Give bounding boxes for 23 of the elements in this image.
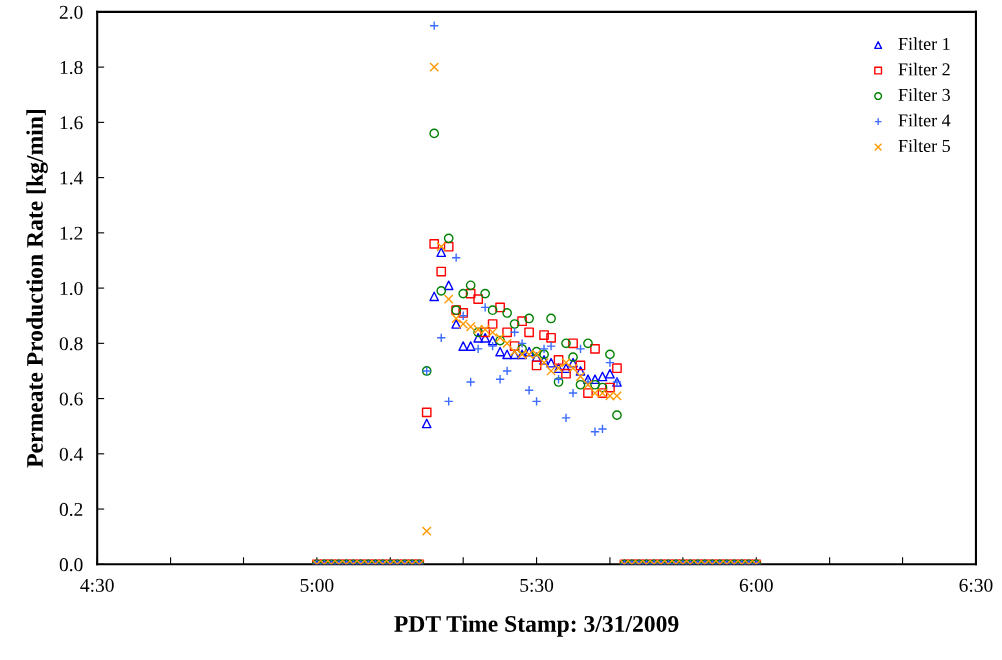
y-tick-label: 0.8 xyxy=(59,337,83,351)
legend-label: Filter 4 xyxy=(898,113,951,127)
y-axis-title: Permeate Production Rate [kg/min] xyxy=(26,110,48,468)
y-tick-label: 2.0 xyxy=(59,5,83,19)
x-tick-label: 5:30 xyxy=(520,578,554,592)
y-tick-label: 0.6 xyxy=(59,392,83,406)
legend-label: Filter 5 xyxy=(898,139,950,153)
y-tick-label: 1.4 xyxy=(60,171,83,185)
y-tick-label: 1.6 xyxy=(60,116,83,130)
y-tick-label: 1.0 xyxy=(60,281,83,296)
y-tick-label: 0.4 xyxy=(59,447,83,461)
y-tick-label: 0.2 xyxy=(59,502,83,517)
legend-label: Filter 3 xyxy=(898,88,950,101)
legend-label: Filter 2 xyxy=(898,62,950,76)
legend-label: Filter 1 xyxy=(898,37,950,50)
x-tick-label: 4:30 xyxy=(80,578,114,592)
x-tick-label: 6:30 xyxy=(959,578,993,592)
x-tick-label: 5:00 xyxy=(300,578,334,592)
x-axis-title: PDT Time Stamp: 3/31/2009 xyxy=(394,615,679,637)
y-tick-label: 1.2 xyxy=(60,226,83,240)
y-tick-label: 0.0 xyxy=(59,558,83,572)
x-tick-label: 6:00 xyxy=(739,578,773,592)
y-tick-label: 1.8 xyxy=(60,60,83,75)
